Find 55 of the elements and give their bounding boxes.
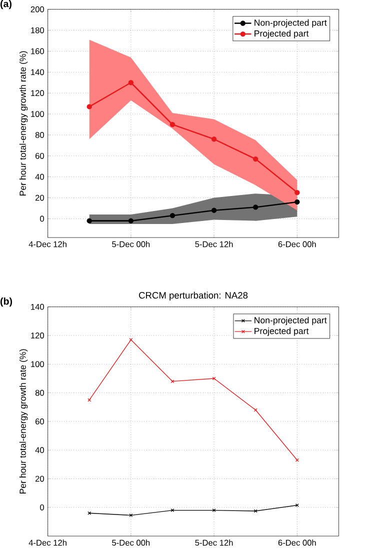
x-tick-label: 6-Dec 00h xyxy=(278,241,316,248)
legend-label: Projected part xyxy=(254,328,308,336)
y-axis-title: Per hour total-energy growth rate (%) xyxy=(19,51,28,196)
y-axis-title: Per hour total-energy growth rate (%) xyxy=(19,349,28,494)
y-tick-label: 120 xyxy=(30,332,44,338)
y-tick-label: 100 xyxy=(30,111,44,117)
y-tick-label: 60 xyxy=(35,418,44,424)
point xyxy=(211,208,216,213)
point xyxy=(294,199,300,205)
point xyxy=(129,338,132,342)
x-tick-label: 4-Dec 12h xyxy=(28,540,66,546)
point xyxy=(86,218,92,224)
y-tick-label: 80 xyxy=(35,390,44,396)
y-tick-label: 0 xyxy=(40,216,44,222)
legend-label: Non-projected part xyxy=(254,19,327,28)
x-tick-label: 5-Dec 12h xyxy=(194,241,233,248)
x-tick-label: 5-Dec 00h xyxy=(112,540,150,546)
point xyxy=(254,509,258,513)
x-tick-label: 5-Dec 12h xyxy=(194,540,233,546)
point xyxy=(170,212,175,218)
point xyxy=(170,508,174,512)
y-tick-label: 160 xyxy=(30,48,44,54)
point xyxy=(128,218,134,224)
x-tick-label: 4-Dec 12h xyxy=(28,241,66,248)
legend-label: Projected part xyxy=(254,30,308,38)
y-tick-label: 140 xyxy=(30,69,44,76)
y-tick-label: 100 xyxy=(30,361,44,368)
point xyxy=(254,408,258,412)
x-tick-label: 6-Dec 00h xyxy=(278,540,316,546)
text: (a) xyxy=(0,0,12,10)
y-tick-label: 20 xyxy=(35,194,44,201)
y-tick-label: 40 xyxy=(35,447,44,454)
y-tick-label: 80 xyxy=(35,132,44,138)
text: (b) xyxy=(0,298,12,307)
point xyxy=(294,190,300,196)
legend-label: Non-projected part xyxy=(254,316,327,326)
point xyxy=(212,508,216,512)
point xyxy=(86,104,92,110)
point xyxy=(129,514,132,518)
point xyxy=(211,136,216,142)
point xyxy=(128,80,134,86)
point xyxy=(252,204,258,210)
y-tick-label: 120 xyxy=(30,90,44,96)
point xyxy=(252,156,258,162)
x-tick-label: 5-Dec 00h xyxy=(112,241,150,248)
y-tick-label: 200 xyxy=(30,6,44,12)
point xyxy=(170,122,175,128)
y-tick-label: 40 xyxy=(35,174,44,180)
point xyxy=(170,380,174,384)
y-tick-label: 60 xyxy=(35,152,44,159)
y-tick-label: 180 xyxy=(30,27,44,34)
y-tick-label: 20 xyxy=(35,476,44,482)
y-tick-label: 140 xyxy=(30,304,44,310)
y-tick-label: 0 xyxy=(40,504,44,510)
chart-title: CRCM perturbation: NA28 xyxy=(138,292,248,300)
